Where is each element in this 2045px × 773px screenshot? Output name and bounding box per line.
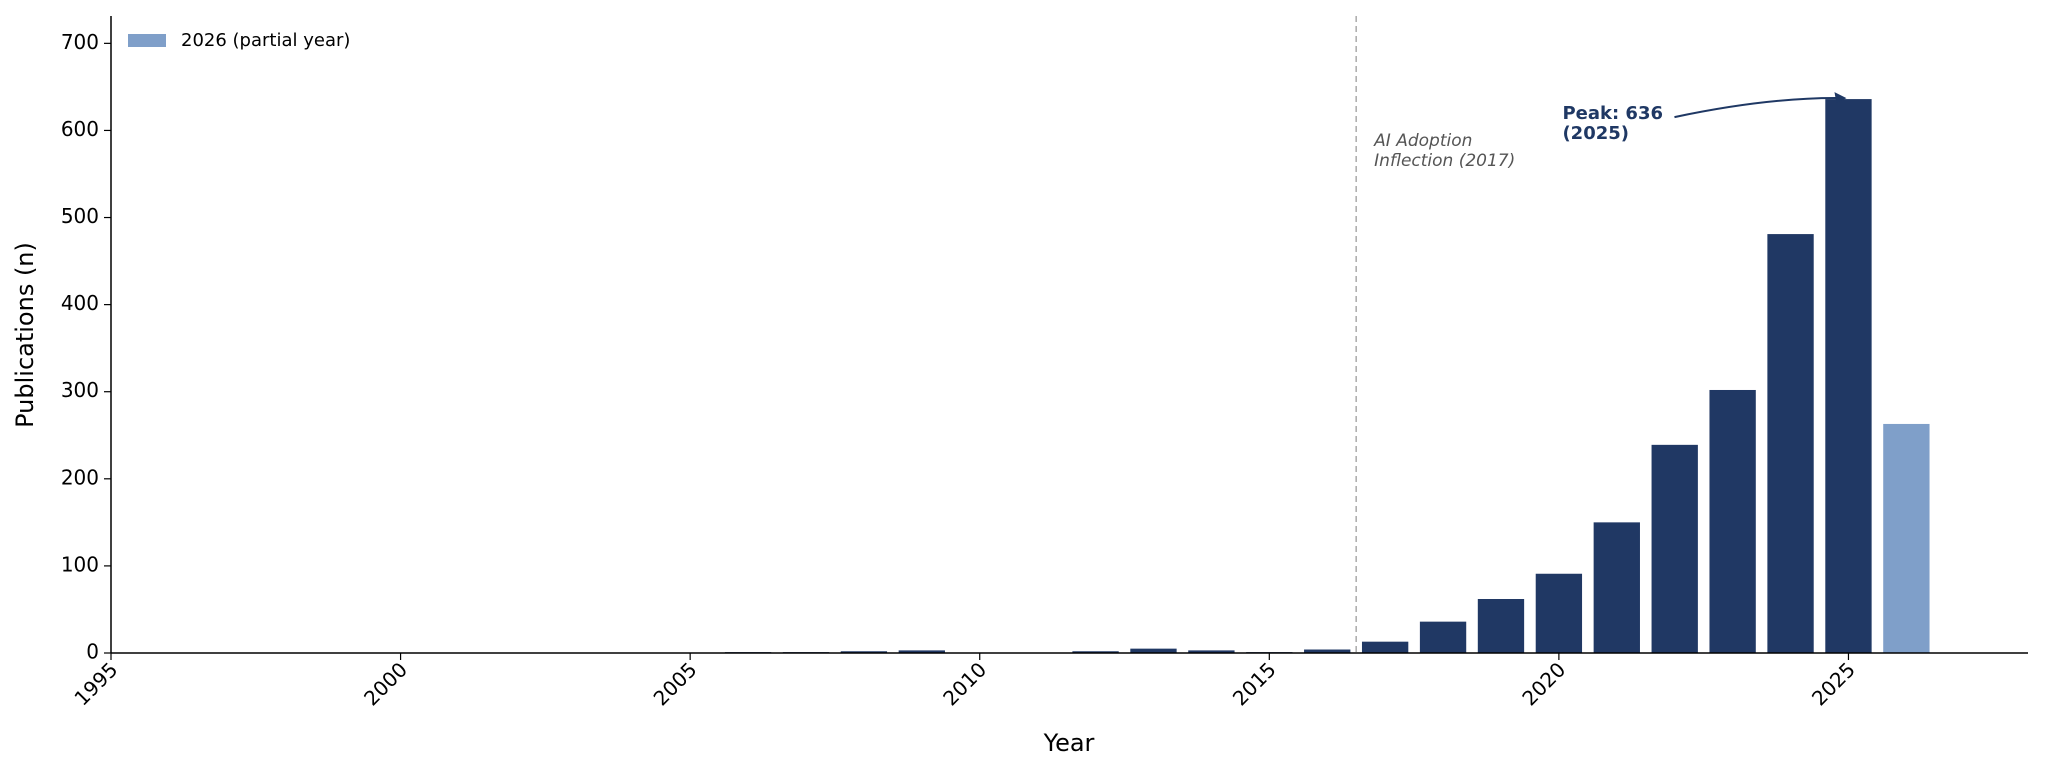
bar: [1825, 99, 1872, 653]
x-tick-label: 2025: [1807, 657, 1860, 710]
y-tick-label: 500: [61, 204, 99, 228]
legend-swatch: [128, 34, 166, 47]
bar: [1767, 234, 1814, 653]
reference-label: Inflection (2017): [1374, 151, 1515, 171]
x-tick-label: 2015: [1228, 657, 1281, 710]
y-tick-label: 100: [61, 552, 99, 576]
bar: [1535, 573, 1583, 653]
bar: [1304, 649, 1351, 653]
x-tick-label: 2010: [938, 657, 991, 710]
y-tick-label: 400: [61, 291, 99, 315]
bar: [1709, 389, 1756, 653]
y-tick-label: 200: [61, 465, 99, 489]
peak-arrowhead: [1834, 92, 1847, 104]
legend-label: 2026 (partial year): [181, 30, 350, 51]
bar: [1883, 423, 1930, 653]
peak-label: (2025): [1562, 123, 1629, 144]
x-tick-label: 2000: [359, 657, 412, 710]
x-tick-label: 1995: [69, 657, 122, 710]
bar: [840, 651, 888, 653]
bar: [1130, 648, 1177, 653]
y-tick-label: 300: [61, 378, 99, 402]
x-tick-label: 2020: [1517, 657, 1570, 710]
bar: [1419, 621, 1467, 653]
bar: [1651, 444, 1698, 653]
peak-label: Peak: 636: [1562, 103, 1663, 124]
bar: [1477, 599, 1525, 653]
bar: [1593, 522, 1640, 653]
y-axis-label: Publications (n): [11, 242, 39, 428]
bar: [1361, 641, 1409, 653]
reference-label: AI Adoption: [1373, 131, 1472, 151]
bar: [1072, 651, 1119, 653]
bar: [1188, 650, 1235, 653]
y-tick-label: 600: [61, 117, 99, 141]
y-tick-label: 700: [61, 30, 99, 54]
x-tick-label: 2005: [649, 657, 702, 710]
peak-arrow: [1674, 97, 1843, 119]
x-axis-label: Year: [1043, 729, 1095, 757]
bar: [898, 650, 945, 653]
y-tick-label: 0: [86, 640, 99, 664]
